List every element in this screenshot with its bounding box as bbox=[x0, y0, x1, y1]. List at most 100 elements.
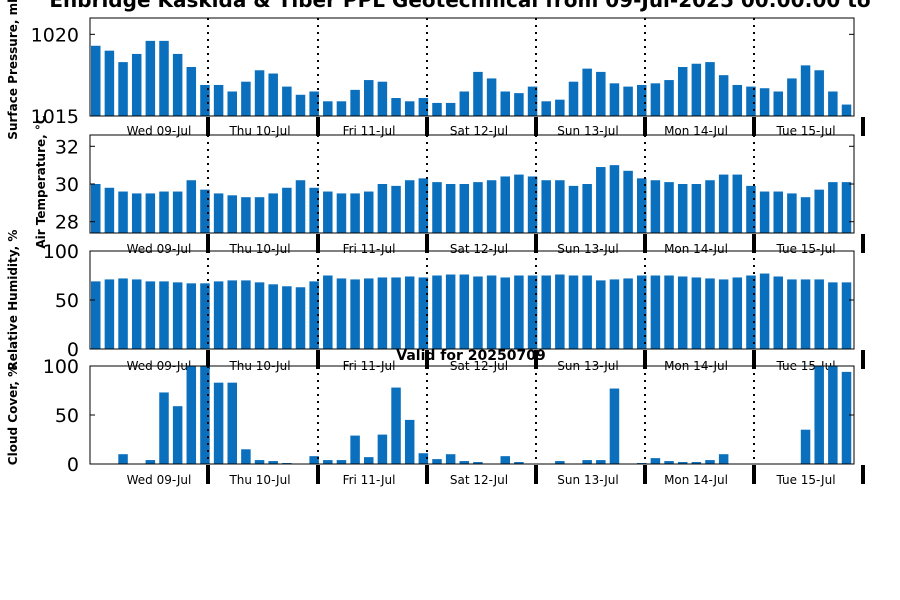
bar-surface-pressure bbox=[404, 101, 415, 116]
chart-subtitle: Valid for 20250709 bbox=[396, 348, 545, 364]
bar-surface-pressure bbox=[596, 71, 606, 116]
bar-surface-pressure bbox=[582, 68, 592, 116]
bar-relative-humidity bbox=[404, 276, 415, 349]
bar-cloud-cover bbox=[118, 454, 128, 464]
bar-relative-humidity bbox=[527, 275, 538, 349]
xtick-label: Thu 10-Jul bbox=[228, 473, 290, 487]
bar-surface-pressure bbox=[241, 81, 251, 116]
bar-cloud-cover bbox=[200, 366, 210, 464]
bar-relative-humidity bbox=[814, 279, 824, 349]
bar-surface-pressure bbox=[227, 91, 237, 116]
bar-relative-humidity bbox=[268, 284, 278, 349]
bar-air-temperature bbox=[131, 193, 142, 233]
bar-surface-pressure bbox=[705, 62, 715, 116]
bar-relative-humidity bbox=[609, 279, 620, 349]
bar-surface-pressure bbox=[391, 98, 401, 116]
bar-relative-humidity bbox=[500, 277, 510, 349]
bar-surface-pressure bbox=[609, 83, 620, 116]
bar-relative-humidity bbox=[172, 282, 183, 349]
xtick-label: Mon 14-Jul bbox=[664, 242, 728, 256]
bar-air-temperature bbox=[732, 174, 743, 233]
bar-air-temperature bbox=[637, 178, 647, 233]
xtick-label: Mon 14-Jul bbox=[664, 124, 728, 138]
bar-surface-pressure bbox=[295, 94, 306, 116]
ytick-label: 1020 bbox=[31, 24, 79, 46]
bar-air-temperature bbox=[527, 176, 538, 233]
bar-surface-pressure bbox=[254, 70, 265, 116]
bar-relative-humidity bbox=[828, 282, 838, 349]
bar-surface-pressure bbox=[200, 84, 210, 116]
bar-air-temperature bbox=[664, 182, 674, 233]
bar-cloud-cover bbox=[186, 366, 197, 464]
bar-relative-humidity bbox=[787, 279, 797, 349]
xtick-label: Tue 15-Jul bbox=[775, 124, 835, 138]
bar-cloud-cover bbox=[691, 462, 702, 464]
bar-surface-pressure bbox=[418, 98, 429, 116]
plot-frame bbox=[89, 17, 855, 117]
bar-relative-humidity bbox=[104, 279, 115, 349]
bar-relative-humidity bbox=[145, 281, 156, 349]
bar-air-temperature bbox=[227, 195, 237, 233]
bar-air-temperature bbox=[364, 191, 374, 233]
bar-air-temperature bbox=[609, 165, 620, 233]
ytick-label: 0 bbox=[67, 454, 79, 476]
bar-surface-pressure bbox=[486, 78, 497, 116]
bar-relative-humidity bbox=[186, 283, 197, 349]
bar-relative-humidity bbox=[241, 280, 251, 349]
bar-relative-humidity bbox=[582, 275, 592, 349]
bar-relative-humidity bbox=[213, 281, 224, 349]
bar-cloud-cover bbox=[377, 434, 388, 464]
bar-cloud-cover bbox=[145, 460, 156, 464]
bar-surface-pressure bbox=[172, 53, 183, 116]
xtick-label: Sat 12-Jul bbox=[450, 473, 508, 487]
bar-cloud-cover bbox=[705, 460, 715, 464]
bar-cloud-cover bbox=[213, 382, 224, 464]
bar-air-temperature bbox=[295, 180, 306, 233]
bar-air-temperature bbox=[773, 191, 783, 233]
ylabel-air-temperature: Air Temperature, °C bbox=[34, 115, 48, 249]
bar-cloud-cover bbox=[514, 462, 524, 464]
ytick-label: 100 bbox=[43, 356, 79, 378]
bar-air-temperature bbox=[828, 182, 838, 233]
bar-air-temperature bbox=[145, 193, 156, 233]
bar-air-temperature bbox=[841, 182, 852, 233]
bar-surface-pressure bbox=[759, 88, 770, 116]
bar-cloud-cover bbox=[718, 454, 729, 464]
bar-cloud-cover bbox=[664, 461, 674, 464]
bar-cloud-cover bbox=[582, 460, 592, 464]
xtick-label: Mon 14-Jul bbox=[664, 473, 728, 487]
bar-relative-humidity bbox=[596, 280, 606, 349]
bar-relative-humidity bbox=[131, 279, 142, 349]
xtick-label: Tue 15-Jul bbox=[775, 473, 835, 487]
panel-relative-humidity: 0 50 100 Wed 09-Jul Thu 10-Jul Fri 11-Jul Sat … bbox=[6, 230, 865, 373]
bar-air-temperature bbox=[104, 187, 115, 233]
bar-relative-humidity bbox=[555, 274, 565, 349]
bar-surface-pressure bbox=[104, 50, 115, 116]
bar-cloud-cover bbox=[159, 392, 169, 464]
bar-air-temperature bbox=[172, 191, 183, 233]
bar-air-temperature bbox=[705, 180, 715, 233]
bar-surface-pressure bbox=[514, 93, 524, 116]
bar-relative-humidity bbox=[309, 281, 319, 349]
bar-surface-pressure bbox=[282, 86, 292, 116]
bar-surface-pressure bbox=[691, 63, 702, 116]
bar-air-temperature bbox=[582, 184, 592, 233]
bar-relative-humidity bbox=[650, 275, 661, 349]
bar-air-temperature bbox=[650, 180, 661, 233]
panel-cloud-cover: 0 50 100 Wed 09-Jul Thu 10-Jul Fri 11-Jul Sat … bbox=[6, 356, 865, 487]
bar-relative-humidity bbox=[118, 278, 128, 349]
bar-cloud-cover bbox=[800, 429, 811, 464]
bar-air-temperature bbox=[814, 189, 824, 233]
bar-cloud-cover bbox=[172, 406, 183, 464]
bar-relative-humidity bbox=[841, 282, 852, 349]
bar-air-temperature bbox=[691, 184, 702, 233]
bar-cloud-cover bbox=[555, 461, 565, 464]
bar-surface-pressure bbox=[623, 86, 633, 116]
bar-relative-humidity bbox=[159, 281, 169, 349]
bar-cloud-cover bbox=[473, 462, 483, 464]
xtick-label: Tue 15-Jul bbox=[775, 242, 835, 256]
ylabel-cloud-cover: Cloud Cover, % bbox=[6, 365, 20, 465]
bar-surface-pressure bbox=[664, 80, 674, 116]
panel-air-temperature: 28 30 32 Wed 09-Jul Thu 10-Jul Fri 11-Jul Sat … bbox=[34, 115, 865, 256]
ylabel-relative-humidity: Relative Humidity, % bbox=[6, 230, 20, 371]
